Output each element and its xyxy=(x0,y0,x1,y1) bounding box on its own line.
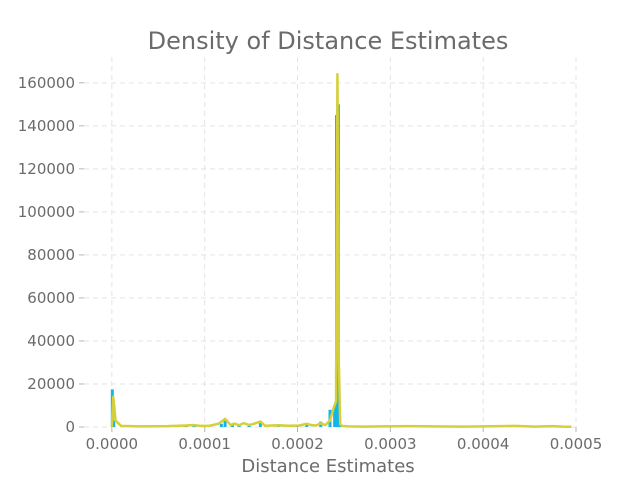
chart-title: Density of Distance Estimates xyxy=(148,27,509,55)
histogram-bar xyxy=(305,423,309,427)
y-tick-label: 100000 xyxy=(18,203,75,221)
histogram-series xyxy=(110,104,411,428)
histogram-bar xyxy=(333,405,337,427)
y-axis-ticks: 0 20000 40000 60000 80000 100000 120000 140000 1… xyxy=(18,74,84,436)
x-tick-label: 0.0002 xyxy=(271,435,324,453)
x-tick-label: 0.0000 xyxy=(86,435,139,453)
y-tick-label: 20000 xyxy=(27,375,75,393)
x-tick-label: 0.0004 xyxy=(457,435,510,453)
y-tick-label: 140000 xyxy=(18,117,75,135)
x-axis-ticks: 0.0000 0.0001 0.0002 0.0003 0.0004 0.0005 xyxy=(86,427,603,453)
y-tick-label: 120000 xyxy=(18,160,75,178)
histogram-bar xyxy=(258,420,262,427)
grid xyxy=(84,57,577,428)
histogram-bar xyxy=(219,423,223,427)
density-line xyxy=(110,72,572,429)
histogram-bar xyxy=(112,420,116,427)
x-tick-label: 0.0003 xyxy=(364,435,417,453)
histogram-bar xyxy=(223,419,227,427)
x-tick-label: 0.0005 xyxy=(550,435,603,453)
y-tick-label: 0 xyxy=(65,418,75,436)
x-axis-label: Distance Estimates xyxy=(241,456,414,477)
y-tick-label: 60000 xyxy=(27,289,75,307)
y-tick-label: 40000 xyxy=(27,332,75,350)
histogram-bar xyxy=(231,425,235,427)
density-series xyxy=(110,72,572,429)
y-tick-label: 160000 xyxy=(18,74,75,92)
y-tick-label: 80000 xyxy=(27,246,75,264)
x-tick-label: 0.0001 xyxy=(178,435,231,453)
